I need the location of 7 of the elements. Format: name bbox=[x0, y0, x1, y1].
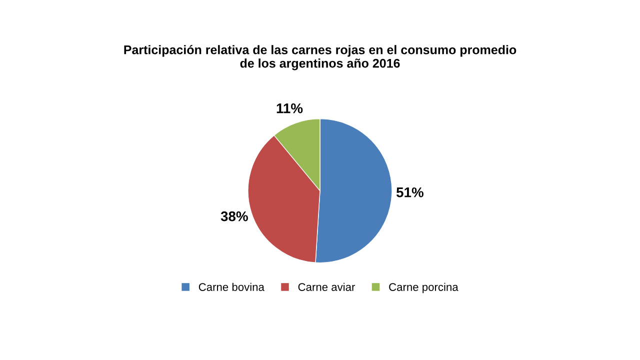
legend-label: Carne bovina bbox=[198, 282, 264, 291]
legend-label: Carne porcina bbox=[389, 282, 458, 294]
legend-label: Carne aviar bbox=[298, 282, 356, 291]
data-label: 38% bbox=[220, 211, 248, 222]
data-label: 11% bbox=[276, 103, 303, 114]
data-label: 51% bbox=[396, 187, 424, 198]
chart-title: Participación relativa de las carnes rojas en el consumo promedio de los argentinos año 2016 bbox=[124, 44, 516, 70]
